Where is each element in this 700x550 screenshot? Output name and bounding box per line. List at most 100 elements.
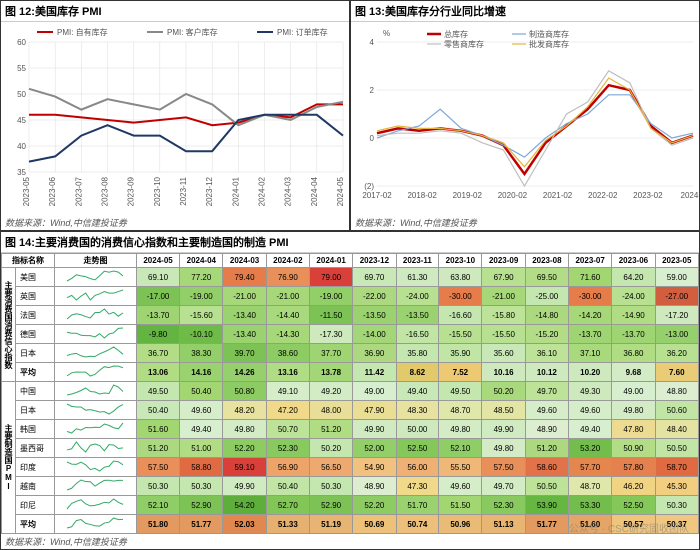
sparkline-cell: [55, 496, 137, 515]
data-cell: 37.70: [309, 344, 352, 363]
data-cell: 49.00: [612, 382, 655, 401]
data-cell: -27.00: [655, 287, 698, 306]
data-cell: 51.77: [180, 515, 223, 534]
data-cell: 50.00: [396, 420, 439, 439]
data-cell: 50.40: [266, 477, 309, 496]
svg-text:50: 50: [17, 90, 26, 99]
data-cell: 49.40: [396, 382, 439, 401]
data-cell: -19.00: [180, 287, 223, 306]
data-cell: 51.19: [309, 515, 352, 534]
row-name: 中国: [16, 382, 55, 401]
data-cell: -15.60: [180, 306, 223, 325]
data-cell: 48.40: [655, 420, 698, 439]
data-cell: 52.20: [353, 496, 396, 515]
data-cell: 48.90: [353, 477, 396, 496]
data-cell: 51.20: [136, 439, 179, 458]
row-name: 墨西哥: [16, 439, 55, 458]
svg-text:55: 55: [17, 64, 26, 73]
svg-text:2022-02: 2022-02: [588, 191, 618, 200]
data-cell: 51.13: [482, 515, 525, 534]
data-cell: 49.80: [223, 420, 266, 439]
data-cell: 50.50: [655, 439, 698, 458]
svg-text:2021-02: 2021-02: [543, 191, 573, 200]
row-name: 印尼: [16, 496, 55, 515]
data-cell: 49.70: [525, 382, 568, 401]
svg-text:2024-05: 2024-05: [336, 176, 345, 206]
data-cell: -13.70: [612, 325, 655, 344]
data-cell: 51.77: [525, 515, 568, 534]
data-cell: 50.20: [482, 382, 525, 401]
data-cell: 50.60: [655, 401, 698, 420]
data-cell: 52.30: [266, 439, 309, 458]
table-row: 韩国51.6049.4049.8050.7051.2049.9050.0049.…: [2, 420, 699, 439]
data-cell: 14.16: [180, 363, 223, 382]
data-cell: 50.37: [655, 515, 698, 534]
data-cell: 38.30: [180, 344, 223, 363]
data-cell: -10.10: [180, 325, 223, 344]
data-cell: -15.50: [482, 325, 525, 344]
table-row: 英国-17.00-19.00-21.00-21.00-19.00-22.00-2…: [2, 287, 699, 306]
data-cell: 38.60: [266, 344, 309, 363]
data-cell: 50.80: [223, 382, 266, 401]
svg-text:0: 0: [370, 134, 375, 143]
data-cell: -14.40: [266, 306, 309, 325]
data-cell: 50.96: [439, 515, 482, 534]
svg-text:2023-05: 2023-05: [22, 176, 31, 206]
data-cell: 49.80: [482, 439, 525, 458]
data-cell: 49.40: [180, 420, 223, 439]
table-header: 2023-07: [569, 254, 612, 268]
table-header: 2023-06: [612, 254, 655, 268]
row-name: 德国: [16, 325, 55, 344]
data-cell: -13.40: [223, 325, 266, 344]
data-cell: -25.00: [525, 287, 568, 306]
chart13-source: 数据来源：Wind,中信建投证券: [351, 215, 699, 230]
table-row: 日本50.4049.6048.2047.2048.0047.9048.3048.…: [2, 401, 699, 420]
svg-text:2023-10: 2023-10: [153, 176, 162, 206]
data-cell: 51.50: [439, 496, 482, 515]
svg-text:PMI: 自有库存: PMI: 自有库存: [57, 27, 108, 37]
data-cell: 49.70: [482, 477, 525, 496]
data-cell: 48.70: [439, 401, 482, 420]
svg-text:2024-03: 2024-03: [284, 176, 293, 206]
data-cell: 76.90: [266, 268, 309, 287]
data-cell: 69.10: [136, 268, 179, 287]
data-cell: 36.80: [612, 344, 655, 363]
table-row: 主要制造国PMI中国49.5050.4050.8049.1049.2049.00…: [2, 382, 699, 401]
data-cell: 49.20: [309, 382, 352, 401]
chart12-panel: 图 12:美国库存 PMI 3540455055602023-052023-06…: [0, 0, 350, 231]
data-cell: 50.50: [525, 477, 568, 496]
data-cell: 14.26: [223, 363, 266, 382]
data-cell: 69.70: [353, 268, 396, 287]
data-cell: -16.60: [439, 306, 482, 325]
table-row: 印度57.5058.8059.1056.9056.5054.9056.0055.…: [2, 458, 699, 477]
table-row: 墨西哥51.2051.0052.2052.3050.2052.0052.5052…: [2, 439, 699, 458]
data-cell: -24.00: [396, 287, 439, 306]
data-cell: -30.00: [439, 287, 482, 306]
svg-text:2023-02: 2023-02: [633, 191, 663, 200]
data-cell: 57.50: [136, 458, 179, 477]
data-cell: -17.00: [136, 287, 179, 306]
data-cell: 45.30: [655, 477, 698, 496]
data-cell: -21.00: [482, 287, 525, 306]
svg-text:2024-04: 2024-04: [310, 176, 319, 206]
data-cell: 49.60: [569, 401, 612, 420]
data-cell: -14.00: [353, 325, 396, 344]
row-name: 韩国: [16, 420, 55, 439]
table-row: 法国-13.70-15.60-13.40-14.40-11.50-13.50-1…: [2, 306, 699, 325]
data-cell: -15.50: [439, 325, 482, 344]
table-row: 平均51.8051.7752.0351.3351.1950.6950.7450.…: [2, 515, 699, 534]
data-cell: 56.00: [396, 458, 439, 477]
svg-text:2019-02: 2019-02: [453, 191, 483, 200]
data-cell: 51.33: [266, 515, 309, 534]
data-cell: 50.30: [655, 496, 698, 515]
data-cell: 10.20: [569, 363, 612, 382]
sparkline-cell: [55, 363, 137, 382]
sparkline-cell: [55, 306, 137, 325]
data-cell: 49.40: [569, 420, 612, 439]
data-cell: -21.00: [223, 287, 266, 306]
data-cell: 51.70: [396, 496, 439, 515]
data-cell: -19.00: [309, 287, 352, 306]
data-cell: 53.30: [569, 496, 612, 515]
group-label: 主要消费国消费信心指数: [2, 268, 16, 382]
table-header: 2024-03: [223, 254, 266, 268]
